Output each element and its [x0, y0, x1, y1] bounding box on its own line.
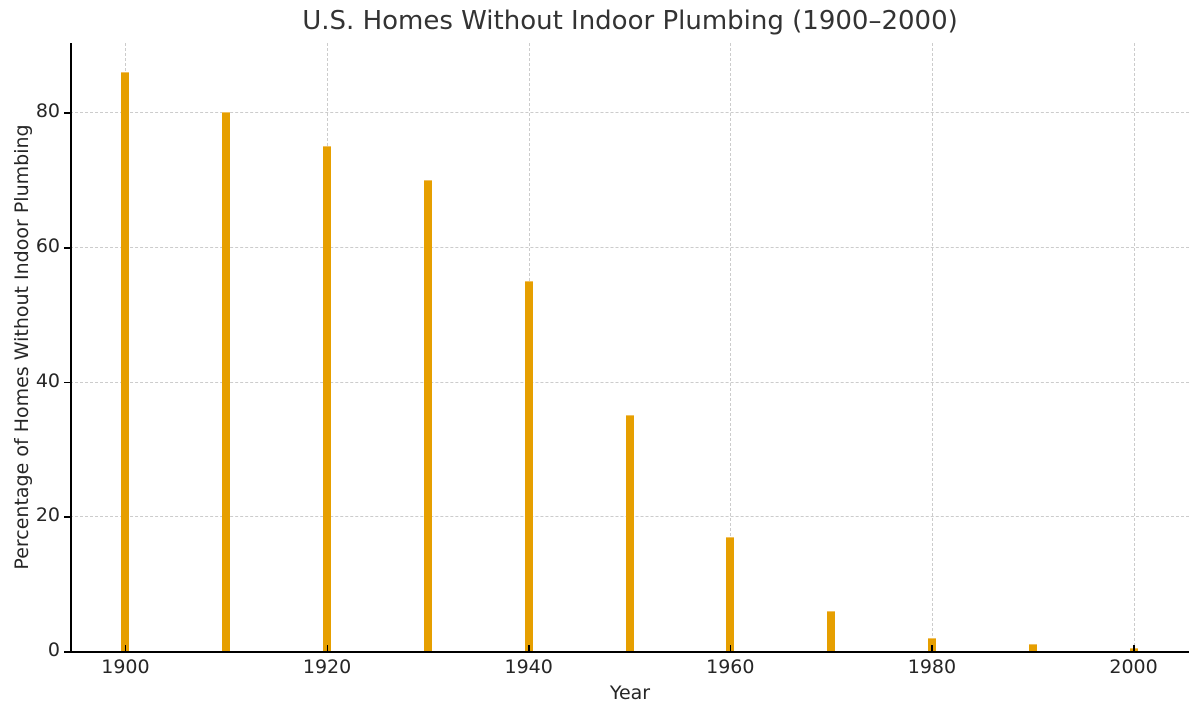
chart-title: U.S. Homes Without Indoor Plumbing (1900… — [302, 6, 958, 36]
bar-1970 — [827, 610, 836, 651]
x-tick — [528, 645, 530, 651]
bar-1980 — [927, 637, 936, 651]
y-tick-label: 20 — [35, 504, 60, 527]
x-tick — [124, 645, 127, 651]
x-tick — [729, 645, 732, 651]
bar-1900 — [121, 71, 130, 651]
v-gridline — [1133, 43, 1135, 651]
x-tick-label: 1980 — [907, 656, 957, 678]
y-tick — [64, 381, 70, 384]
x-tick-label: 1940 — [504, 656, 553, 678]
y-tick-label: 0 — [47, 639, 60, 661]
x-tick-label: 2000 — [1109, 656, 1158, 678]
bar-1950 — [625, 415, 634, 651]
bar-1990 — [1028, 644, 1037, 651]
x-tick-label: 1920 — [302, 656, 352, 678]
v-gridline — [730, 43, 732, 651]
x-tick — [1133, 645, 1135, 651]
bar-1940 — [524, 280, 533, 651]
bar-1930 — [423, 179, 432, 651]
x-axis-line — [70, 651, 1189, 653]
v-gridline — [931, 43, 933, 651]
bar-1910 — [222, 112, 231, 651]
y-axis-line — [70, 43, 72, 652]
y-tick-label: 80 — [35, 100, 60, 123]
y-tick — [64, 651, 70, 653]
y-axis-label: Percentage of Homes Without Indoor Plumb… — [11, 124, 33, 570]
h-gridline — [70, 247, 1189, 248]
y-tick — [64, 247, 70, 249]
x-tick-label: 1900 — [101, 656, 150, 678]
x-tick-label: 1960 — [706, 656, 755, 678]
x-tick — [326, 645, 329, 651]
y-tick — [64, 516, 70, 518]
bar-1920 — [323, 146, 332, 651]
y-tick-label: 40 — [35, 369, 60, 392]
h-gridline — [70, 112, 1189, 114]
x-axis-label: Year — [609, 682, 651, 704]
h-gridline — [70, 381, 1189, 383]
y-tick — [64, 112, 70, 114]
y-tick-label: 60 — [35, 235, 60, 257]
bar-1960 — [726, 536, 735, 651]
x-tick — [931, 645, 933, 651]
